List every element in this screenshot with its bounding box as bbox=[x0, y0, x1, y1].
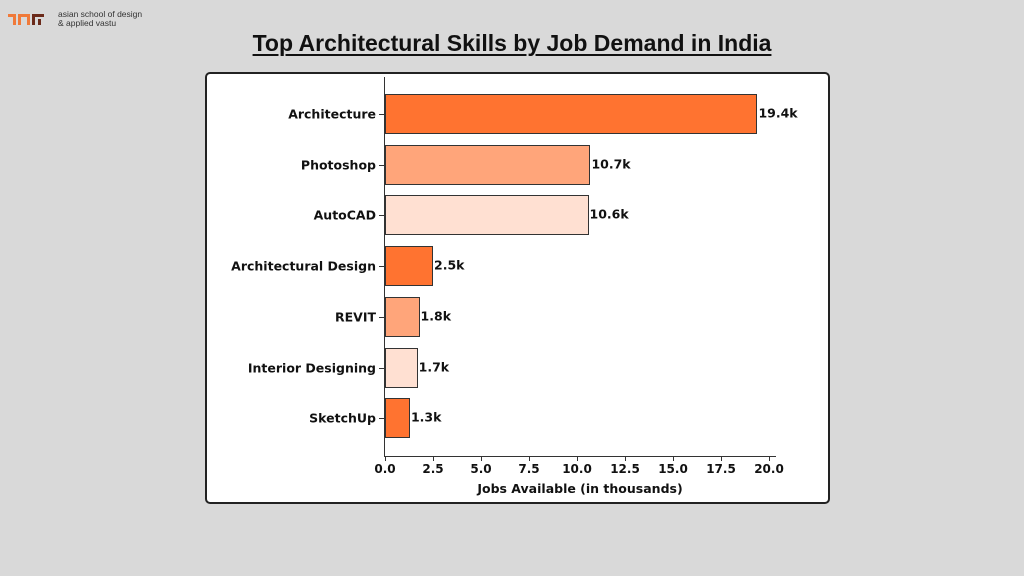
asdav-logo-icon bbox=[8, 14, 44, 25]
logo-line-2: & applied vastu bbox=[58, 18, 117, 28]
logo-line-1: asian school of design bbox=[58, 9, 143, 19]
page-title: Top Architectural Skills by Job Demand i… bbox=[252, 30, 772, 56]
logo: asian school of design & applied vastu bbox=[8, 10, 142, 28]
chart-panel bbox=[205, 72, 830, 504]
